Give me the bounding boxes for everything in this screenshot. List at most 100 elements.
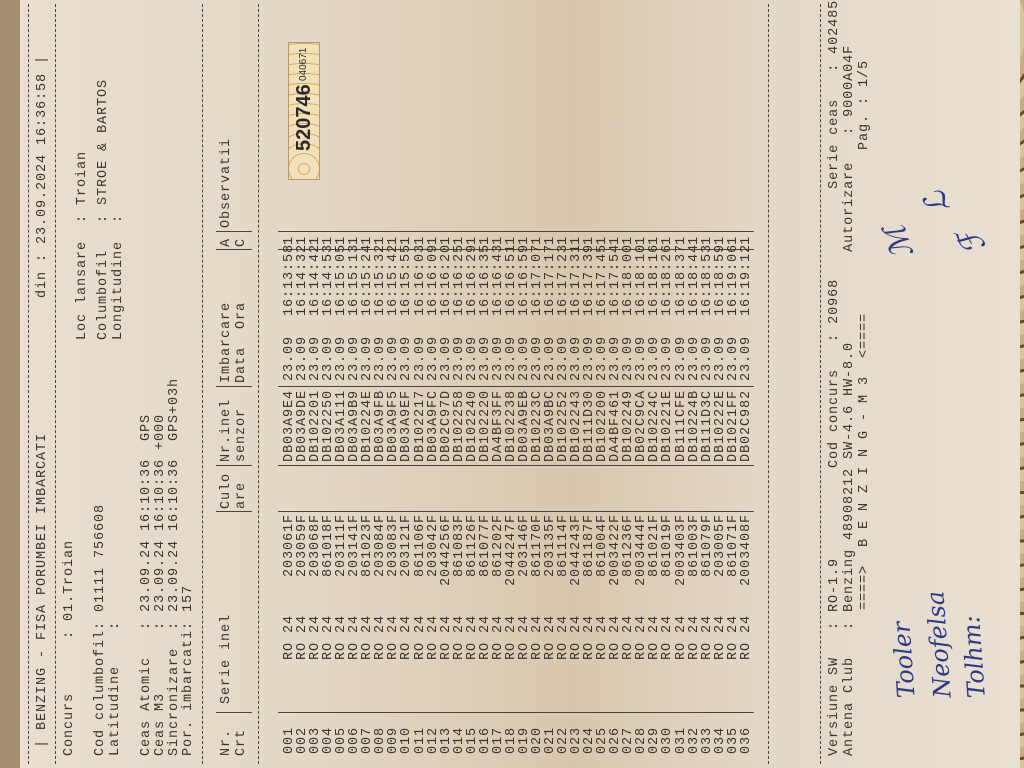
handwritten-line-2: Neofelsa: [921, 590, 957, 699]
handwritten-line-3: Tolhm:: [957, 614, 991, 699]
divider: [258, 4, 259, 764]
row-nr: 036: [738, 726, 754, 754]
row-ac: 1: [634, 235, 650, 245]
row-nr: 013: [438, 726, 454, 754]
row-ac: 1: [738, 235, 754, 245]
row-ring-number: 861083F: [451, 514, 467, 578]
row-country-year: RO 24: [516, 614, 532, 660]
row-nr: 003: [308, 726, 324, 754]
row-sensor-ring: DB102200: [595, 389, 611, 462]
ring-sticker: 520746 040671: [288, 42, 320, 180]
col-culoare-2: are: [234, 481, 249, 509]
row-nr: 004: [321, 726, 337, 754]
row-date: 23.09: [490, 335, 506, 381]
row-nr: 030: [660, 726, 676, 754]
row-country-year: RO 24: [503, 614, 519, 660]
row-country-year: RO 24: [386, 614, 402, 660]
rule: [216, 712, 252, 713]
row-nr: 033: [699, 726, 715, 754]
row-nr: 007: [360, 726, 376, 754]
row-sensor-ring: DB102249: [621, 389, 637, 462]
row-time: 16:14:53: [321, 243, 337, 316]
row-ac: 1: [360, 235, 376, 245]
row-sensor-ring: DB102258: [451, 389, 467, 462]
row-sensor-ring: DB102201: [308, 389, 324, 462]
row-country-year: RO 24: [490, 614, 506, 660]
col-culoare: Culo: [219, 472, 234, 509]
row-country-year: RO 24: [373, 614, 389, 660]
row-sensor-ring: DB111D3C: [699, 389, 715, 462]
row-nr: 016: [477, 726, 493, 754]
row-date: 23.09: [477, 335, 493, 381]
row-country-year: RO 24: [634, 614, 650, 660]
row-time: 16:17:39: [582, 243, 598, 316]
row-ac: 1: [321, 235, 337, 245]
longitudine: Longitudine :: [111, 213, 126, 340]
row-country-year: RO 24: [529, 614, 545, 660]
row-ring-number: 203084F: [373, 514, 389, 578]
row-sensor-ring: DA4BF3FF: [490, 389, 506, 462]
ceas-atomic: Ceas Atomic : 23.09.24 16:10:36 GPS: [139, 413, 154, 756]
antena-club: Antena Club : Benzing 48908212 SW-4.6 HW…: [842, 44, 857, 756]
row-nr: 031: [673, 726, 689, 754]
row-country-year: RO 24: [699, 614, 715, 660]
row-ring-number: 203146F: [516, 514, 532, 578]
row-ac: 1: [425, 235, 441, 245]
signature-3: ℱ: [951, 222, 994, 261]
row-ac: 1: [438, 235, 454, 245]
row-ac: 1: [725, 235, 741, 245]
row-date: 23.09: [712, 335, 728, 381]
row-date: 23.09: [660, 335, 676, 381]
row-ac: 1: [308, 235, 324, 245]
row-ac: 1: [399, 235, 415, 245]
row-time: 16:14:42: [308, 243, 324, 316]
row-sensor-ring: DB10222E: [712, 389, 728, 462]
row-ac: 1: [608, 235, 624, 245]
col-crt: Crt: [234, 728, 249, 756]
row-time: 16:17:17: [543, 243, 558, 316]
row-nr: 015: [464, 726, 480, 754]
row-ring-number: 203083F: [386, 514, 402, 578]
row-ring-number: 203111F: [334, 514, 350, 578]
row-sensor-ring: DB111CFE: [673, 389, 689, 462]
row-date: 23.09: [543, 335, 558, 381]
row-nr: 006: [347, 726, 363, 754]
row-nr: 011: [412, 726, 428, 754]
row-nr: 019: [516, 726, 532, 754]
row-ring-number: 203059F: [295, 514, 311, 578]
row-date: 23.09: [295, 335, 311, 381]
row-sensor-ring: DB10224E: [360, 389, 376, 462]
ceas-m3: Ceas M3 : 23.09.24 16:10:36 +000: [153, 413, 168, 756]
row-country-year: RO 24: [412, 614, 428, 660]
row-date: 23.09: [673, 335, 689, 381]
sticker-number: 520746: [293, 84, 315, 151]
row-nr: 032: [686, 726, 702, 754]
row-ac: 1: [295, 235, 311, 245]
row-time: 16:17:45: [595, 243, 611, 316]
row-country-year: RO 24: [347, 614, 363, 660]
row-time: 16:17:54: [608, 243, 624, 316]
row-nr: 012: [425, 726, 441, 754]
concurs: Concurs : 01.Troian: [62, 539, 77, 756]
document-page: | BENZING - FISA PORUMBEI IMBARCATI din …: [20, 0, 1020, 768]
row-date: 23.09: [347, 335, 363, 381]
row-time: 16:14:32: [295, 243, 311, 316]
row-time: 16:19:12: [738, 243, 754, 316]
row-time: 16:15:42: [386, 243, 402, 316]
row-ac: 1: [647, 235, 663, 245]
row-time: 16:16:51: [503, 243, 519, 316]
col-nr-inel: Nr.inel: [219, 398, 234, 462]
row-country-year: RO 24: [686, 614, 702, 660]
row-ac: 1: [621, 235, 637, 245]
row-sensor-ring: DB102252: [556, 389, 572, 462]
row-nr: 002: [295, 726, 311, 754]
row-nr: 028: [634, 726, 650, 754]
versiune-sw: Versiune SW : RO-1.9 Cod concurs : 20968…: [827, 0, 842, 756]
row-nr: 026: [608, 726, 624, 754]
cod-columbofil: Cod columbofil: 01111 756608: [93, 503, 108, 756]
row-country-year: RO 24: [438, 614, 454, 660]
row-time: 16:16:59: [516, 243, 532, 316]
row-ac: 1: [386, 235, 402, 245]
row-time: 16:18:59: [712, 243, 728, 316]
row-sensor-ring: DB02C9CA: [634, 389, 650, 462]
